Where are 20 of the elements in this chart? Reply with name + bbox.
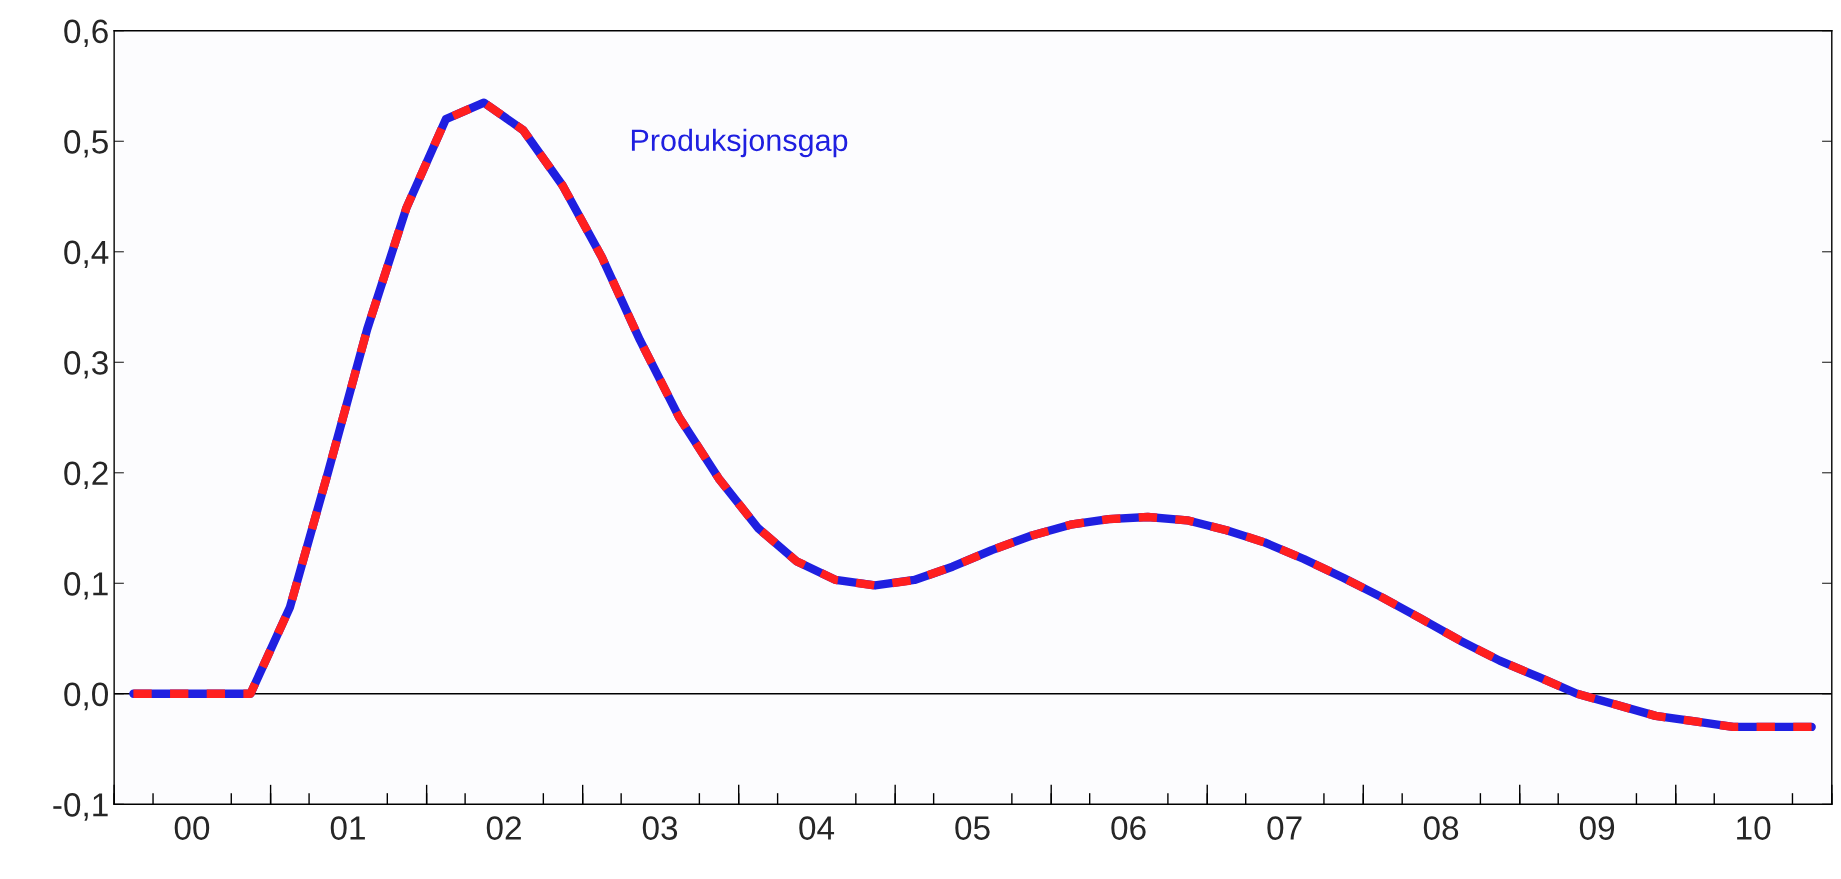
x-tick-label: 00 bbox=[174, 816, 210, 840]
text: Produksjonsgap bbox=[631, 128, 848, 158]
y-tick-label: 0,6 bbox=[64, 19, 108, 48]
x-tick-label: 05 bbox=[955, 816, 990, 840]
x-tick-label: 07 bbox=[1267, 816, 1302, 840]
y-tick-label: 0,0 bbox=[64, 682, 108, 711]
x-tick-label: 09 bbox=[1579, 816, 1615, 840]
x-tick-label: 02 bbox=[486, 816, 521, 840]
y-tick-label: 0,3 bbox=[64, 351, 108, 379]
x-tick-label: 03 bbox=[642, 816, 678, 840]
x-tick-label: 10 bbox=[1737, 816, 1771, 840]
y-tick-label: 0,1 bbox=[64, 572, 108, 600]
x-tick-label: 06 bbox=[1111, 816, 1146, 840]
y-tick-label: 0,5 bbox=[64, 130, 108, 158]
x-tick-label: 01 bbox=[330, 816, 365, 840]
y-tick-label: 0,4 bbox=[64, 240, 109, 269]
y-tick-label: 0,2 bbox=[64, 461, 108, 490]
x-tick-label: 04 bbox=[799, 816, 835, 840]
x-tick-label: 08 bbox=[1423, 816, 1459, 840]
y-tick-label: -0,1 bbox=[53, 793, 108, 821]
